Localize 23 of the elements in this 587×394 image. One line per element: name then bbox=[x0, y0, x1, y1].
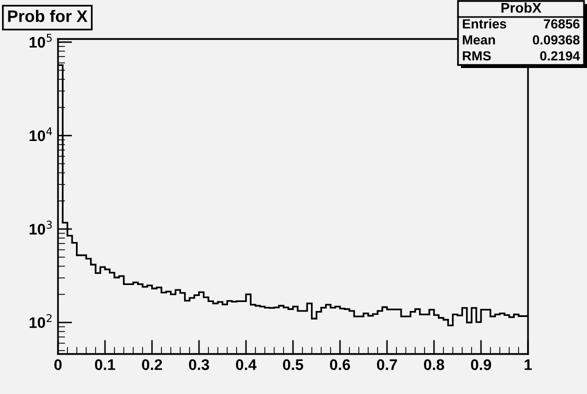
x-tick-label: 0.4 bbox=[236, 359, 257, 370]
text: 0.2194 bbox=[540, 51, 580, 61]
annotation: RMS bbox=[462, 51, 491, 61]
y-tick-label: 10$^{2}$ bbox=[30, 314, 52, 328]
text: ProbX bbox=[501, 2, 542, 13]
x-tick-label: 0.2 bbox=[142, 359, 162, 370]
y-tick-label: 10$^{3}$ bbox=[30, 220, 52, 235]
x-tick-label: 0.9 bbox=[470, 359, 492, 370]
chart-title: Prob for X bbox=[8, 10, 88, 22]
y-tick-label: 10$^{4}$ bbox=[30, 127, 52, 142]
x-tick-label: 0.7 bbox=[376, 359, 397, 370]
x-tick-label: 0.6 bbox=[330, 359, 350, 370]
annotation: Mean bbox=[462, 35, 495, 45]
x-tick-label: 0.3 bbox=[188, 359, 210, 370]
x-tick-label: 0 bbox=[54, 359, 62, 370]
text: 0.09368 bbox=[532, 35, 580, 45]
x-tick-label: 1 bbox=[524, 359, 532, 370]
x-tick-label: 0.5 bbox=[282, 359, 304, 370]
text: Entries bbox=[462, 18, 506, 29]
x-tick-label: 0.1 bbox=[94, 359, 116, 370]
y-tick-label: 10$^{5}$ bbox=[30, 34, 52, 48]
x-tick-label: 0.8 bbox=[424, 359, 444, 370]
text: 76856 bbox=[544, 19, 580, 29]
